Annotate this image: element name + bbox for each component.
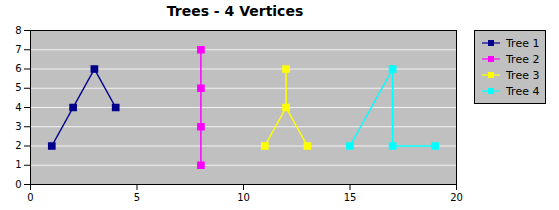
svg-text:6: 6	[15, 63, 21, 74]
html-text:Tree 4: Tree 4	[506, 84, 540, 98]
svg-text:20: 20	[450, 192, 463, 203]
svg-text:1: 1	[15, 159, 21, 170]
html-text:Tree 1: Tree 1	[506, 36, 540, 50]
svg-text:5: 5	[15, 82, 21, 93]
svg-text:15: 15	[344, 192, 357, 203]
svg-text:4: 4	[15, 102, 21, 113]
html-text:Tree 2: Tree 2	[506, 52, 540, 66]
svg-text:8: 8	[15, 25, 21, 36]
html-text:Tree 3: Tree 3	[506, 68, 540, 82]
svg-text:5: 5	[134, 192, 140, 203]
svg-text:2: 2	[15, 140, 21, 151]
svg-text:3: 3	[15, 121, 21, 132]
svg-text:10: 10	[237, 192, 250, 203]
html-text:Trees - 4 Vertices: Trees - 4 Vertices	[166, 3, 304, 19]
svg-text:0: 0	[15, 179, 21, 190]
svg-text:0: 0	[27, 192, 33, 203]
svg-text:7: 7	[15, 44, 21, 55]
